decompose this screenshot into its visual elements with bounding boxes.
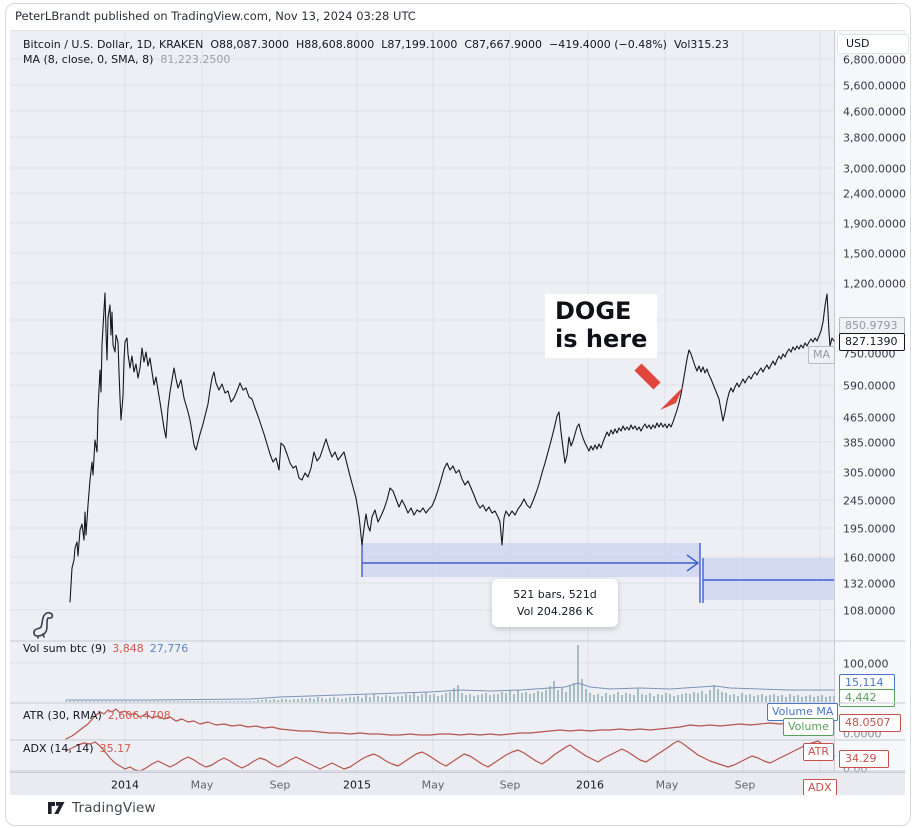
- ma-study-value: 81,223.2500: [160, 53, 231, 66]
- doge-annotation[interactable]: DOGE is here: [545, 294, 658, 358]
- price-axis-label: 1,900.0000: [843, 217, 906, 231]
- price-axis-label: 5,600.0000: [843, 79, 906, 93]
- price-axis-label: 195.0000: [843, 522, 896, 536]
- time-axis-label: May: [190, 778, 214, 791]
- doge-line1: DOGE: [555, 297, 632, 325]
- ohlc-change: −419.4000 (−0.48%): [549, 38, 667, 51]
- time-axis-label: 2016: [576, 778, 604, 791]
- measure-vol-text: Vol 204.286 K: [516, 605, 594, 618]
- price-axis-label: 160.0000: [843, 551, 896, 565]
- price-axis-label: 465.0000: [843, 411, 896, 425]
- price-axis-label: 2,400.0000: [843, 187, 906, 201]
- ohlc-volume: Vol315.23: [673, 38, 729, 51]
- price-axis-label: 305.0000: [843, 466, 896, 480]
- ohlc-high: H88,608.8000: [295, 38, 375, 51]
- adx-value: 34.29: [839, 750, 889, 768]
- volume-ma-axis-chip: Volume MA: [767, 703, 839, 721]
- price-axis-label: 1,200.0000: [843, 277, 906, 291]
- volume-study-title[interactable]: Vol sum btc (9): [23, 642, 107, 655]
- last-price-label: 827.1390: [839, 333, 905, 351]
- plot-background: [10, 30, 834, 773]
- legend-overlay[interactable]: Bitcoin / U.S. Dollar, 1D, KRAKEN O88,087…: [23, 37, 736, 67]
- ma-row[interactable]: MA (8, close, 0, SMA, 8) 81,223.2500: [23, 52, 736, 67]
- price-axis[interactable]: USD 6,800.0000 5,600.0000 4,600.0000 3,800.…: [834, 30, 909, 776]
- tradingview-wordmark[interactable]: TradingView: [72, 800, 156, 816]
- ohlc-open: O88,087.3000: [210, 38, 289, 51]
- attribution-text[interactable]: PeterLBrandt published on TradingView.co…: [15, 9, 416, 23]
- symbol-row[interactable]: Bitcoin / U.S. Dollar, 1D, KRAKEN O88,087…: [23, 37, 736, 52]
- volume-value-blue: 27,776: [149, 642, 189, 655]
- price-axis-label: 108.0000: [843, 604, 896, 618]
- atr-axis-chip: ATR: [803, 743, 835, 761]
- chart-area[interactable]: USD 6,800.0000 5,600.0000 4,600.0000 3,800.…: [10, 30, 909, 797]
- time-axis[interactable]: 2014MaySep2015MaySep2016MaySep2017: [10, 772, 905, 796]
- time-axis-label: May: [655, 778, 679, 791]
- price-axis-label: 1,500.0000: [843, 247, 906, 261]
- measure-tooltip: 521 bars, 521d Vol 204.286 K: [492, 579, 618, 627]
- volume-pane-label[interactable]: Vol sum btc (9) 3,848 27,776: [23, 642, 188, 655]
- price-axis-label: 6,800.0000: [843, 53, 906, 67]
- ohlc-close: C87,667.9000: [464, 38, 542, 51]
- adx-pane-label[interactable]: ADX (14, 14) 35.17: [23, 742, 131, 755]
- time-axis-label: Sep: [499, 778, 521, 791]
- price-axis-label: 245.0000: [843, 494, 896, 508]
- ma-axis-chip: MA: [808, 346, 836, 364]
- atr-value: 48.0507: [839, 714, 901, 732]
- atr-study-value: 2,606.4708: [107, 709, 171, 722]
- symbol-title[interactable]: Bitcoin / U.S. Dollar, 1D, KRAKEN: [23, 38, 204, 51]
- price-axis-label: 385.0000: [843, 436, 896, 450]
- adx-study-title[interactable]: ADX (14, 14): [23, 742, 94, 755]
- adx-study-value: 35.17: [99, 742, 132, 755]
- volume-value: 4,442: [839, 689, 895, 707]
- measure-bars-text: 521 bars, 521d: [513, 588, 597, 601]
- time-axis-label: Sep: [269, 778, 291, 791]
- ma-study-title[interactable]: MA (8, close, 0, SMA, 8): [23, 53, 154, 66]
- time-axis-label: Sep: [734, 778, 756, 791]
- time-axis-label: 2014: [111, 778, 139, 791]
- price-axis-label: 3,000.0000: [843, 162, 906, 176]
- currency-button[interactable]: USD: [837, 34, 909, 54]
- price-axis-label: 4,600.0000: [843, 105, 906, 119]
- dino-watermark-icon: [33, 611, 54, 639]
- volume-axis-chip: Volume: [783, 718, 834, 736]
- price-axis-label: 590.0000: [843, 379, 896, 393]
- time-axis-label: May: [421, 778, 445, 791]
- atr-study-title[interactable]: ATR (30, RMA): [23, 709, 102, 722]
- time-axis-label: 2015: [343, 778, 371, 791]
- price-axis-label: 132.0000: [843, 577, 896, 591]
- price-axis-label: 100,000: [843, 657, 889, 671]
- atr-pane-label[interactable]: ATR (30, RMA) 2,606.4708: [23, 709, 171, 722]
- price-axis-label: 3,800.0000: [843, 131, 906, 145]
- tradingview-logo-icon[interactable]: [48, 801, 65, 815]
- ohlc-low: L87,199.1000: [381, 38, 458, 51]
- footer-bar: TradingView: [10, 795, 905, 821]
- volume-value-red: 3,848: [112, 642, 144, 655]
- doge-line2: is here: [555, 325, 648, 353]
